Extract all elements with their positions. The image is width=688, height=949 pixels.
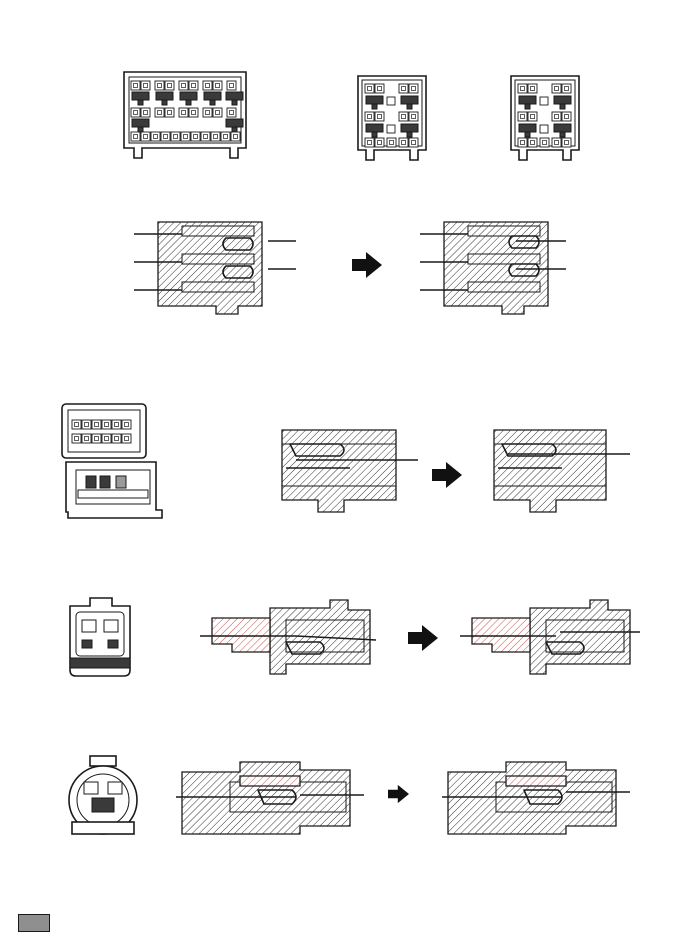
- direction-arrow-3: [408, 625, 438, 651]
- terminal-section-before: [134, 221, 296, 315]
- direction-arrow-1: [352, 252, 382, 278]
- shaded-area-swatch-icon: [18, 914, 50, 932]
- direction-arrow-4: [388, 784, 409, 804]
- terminal-section-after: [420, 221, 566, 315]
- connector-front-view-round: [68, 755, 138, 835]
- direction-arrow-2: [432, 462, 462, 488]
- connector-front-view-square: [69, 597, 131, 677]
- connector-front-view-small-a: [357, 75, 427, 161]
- waterproof-section-after: [460, 599, 640, 675]
- connector-front-view-small-b: [510, 75, 580, 161]
- sealed-section-after: [442, 761, 630, 835]
- sealed-section-before: [176, 761, 364, 835]
- connector-front-view-hinged: [61, 403, 163, 519]
- terminal-lock-section-before: [281, 429, 418, 513]
- connector-front-view-wide: [123, 71, 247, 159]
- terminal-lock-section-after: [493, 429, 630, 513]
- waterproof-section-before: [200, 599, 377, 675]
